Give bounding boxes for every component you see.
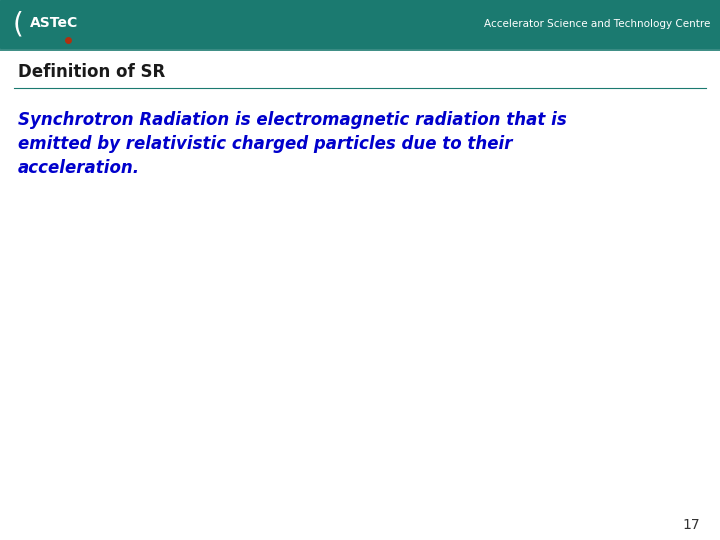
Text: 17: 17 bbox=[683, 518, 700, 532]
Text: acceleration.: acceleration. bbox=[18, 159, 140, 177]
Text: Synchrotron Radiation is electromagnetic radiation that is: Synchrotron Radiation is electromagnetic… bbox=[18, 111, 567, 129]
Text: emitted by relativistic charged particles due to their: emitted by relativistic charged particle… bbox=[18, 135, 513, 153]
Text: Accelerator Science and Technology Centre: Accelerator Science and Technology Centr… bbox=[484, 19, 710, 29]
Text: Definition of SR: Definition of SR bbox=[18, 63, 166, 81]
Bar bbox=[0, 0, 720, 48]
Text: ASTeC: ASTeC bbox=[30, 16, 78, 30]
Text: (: ( bbox=[13, 10, 23, 38]
